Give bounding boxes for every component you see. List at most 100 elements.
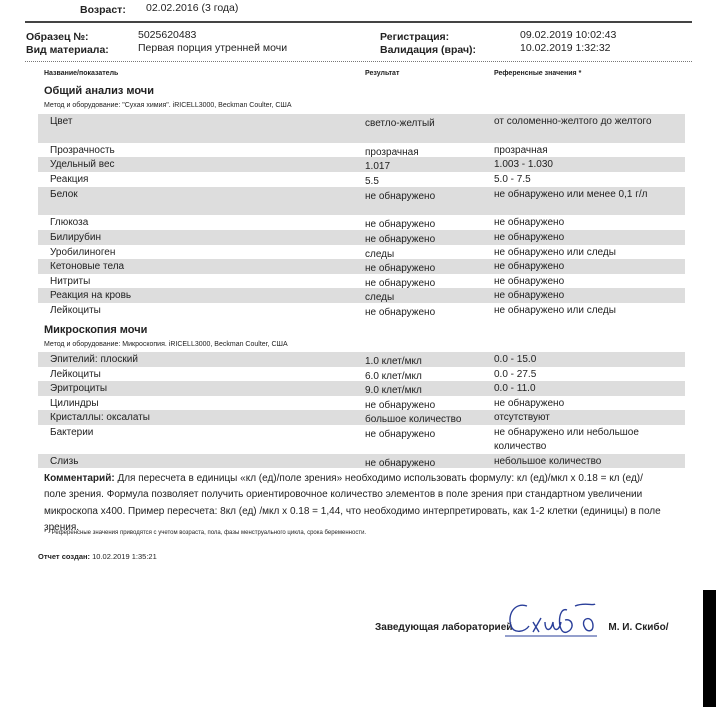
table-row: Эпителий: плоский 1.0 клет/мкл 0.0 - 15.0 — [38, 352, 685, 367]
parameter-name: Цилиндры — [50, 397, 99, 409]
result-value: 5.5 — [365, 175, 379, 187]
results-table-general: Цвет светло-желтый от соломенно-желтого до… — [38, 114, 685, 318]
footnote: * - Референсные значения приводятся с уч… — [44, 530, 367, 536]
reference-value: 1.003 - 1.030 — [494, 159, 553, 171]
result-value: большое количество — [365, 414, 462, 426]
result-value: прозрачная — [365, 146, 419, 158]
table-row: Эритроциты 9.0 клет/мкл 0.0 - 11.0 — [38, 381, 685, 396]
signature-label: Заведующая лабораторией — [375, 622, 513, 633]
table-row: Кетоновые тела не обнаружено не обнаружено — [38, 259, 685, 274]
reference-value: не обнаружено — [494, 217, 565, 229]
age-value: 02.02.2016 (3 года) — [146, 2, 239, 14]
reference-value: 0.0 - 27.5 — [494, 368, 537, 380]
table-row: Реакция 5.5 5.0 - 7.5 — [38, 172, 685, 187]
section-title: Общий анализ мочи — [44, 85, 154, 97]
column-header-reference: Референсные значения * — [494, 70, 582, 77]
result-value: не обнаружено — [365, 190, 436, 202]
comment-label: Комментарий: — [44, 473, 115, 484]
reference-value: от соломенно-желтого до желтого — [494, 116, 652, 127]
reference-value: не обнаружено или небольшое количество — [494, 426, 639, 452]
sample-number-value: 5025620483 — [138, 29, 197, 41]
parameter-name: Уробилиноген — [50, 246, 116, 258]
section-method: Метод и оборудование: Микроскопия. iRICE… — [44, 341, 288, 348]
result-value: 6.0 клет/мкл — [365, 370, 422, 382]
result-value: не обнаружено — [365, 263, 436, 275]
parameter-name: Слизь — [50, 455, 79, 467]
result-value: не обнаружено — [365, 233, 436, 245]
registration-label: Регистрация: — [380, 31, 450, 43]
column-header-result: Результат — [365, 70, 400, 77]
parameter-name: Лейкоциты — [50, 304, 101, 316]
result-value: не обнаружено — [365, 428, 436, 440]
table-row: Лейкоциты 6.0 клет/мкл 0.0 - 27.5 — [38, 367, 685, 382]
result-value: 1.0 клет/мкл — [365, 356, 422, 367]
results-table-microscopy: Эпителий: плоский 1.0 клет/мкл 0.0 - 15.0 Л… — [38, 352, 685, 469]
dotted-divider — [25, 61, 692, 62]
comment-text: Для пересчета в единицы «кл (ед)/поле зр… — [44, 473, 661, 533]
reference-value: 0.0 - 15.0 — [494, 354, 537, 365]
table-row: Белок не обнаружено не обнаружено или мене… — [38, 186, 685, 216]
result-value: не обнаружено — [365, 306, 436, 318]
parameter-name: Нитриты — [50, 275, 91, 287]
section-title: Микроскопия мочи — [44, 324, 148, 336]
result-value: 9.0 клет/мкл — [365, 385, 422, 397]
reference-value: не обнаружено или следы — [494, 304, 616, 316]
report-created: Отчет создан: 10.02.2019 1:35:21 — [38, 552, 157, 561]
parameter-name: Удельный вес — [50, 159, 115, 171]
parameter-name: Реакция на кровь — [50, 290, 132, 302]
handwritten-signature — [505, 603, 597, 637]
validation-value: 10.02.2019 1:32:32 — [520, 42, 611, 54]
result-value: светло-желтый — [365, 118, 435, 129]
created-label: Отчет создан: — [38, 552, 91, 561]
registration-value: 09.02.2019 10:02:43 — [520, 29, 617, 41]
reference-value: прозрачная — [494, 144, 548, 156]
material-value: Первая порция утренней мочи — [138, 42, 288, 54]
table-row: Билирубин не обнаружено не обнаружено — [38, 229, 685, 245]
column-header-name: Название/показатель — [44, 70, 119, 77]
parameter-name: Цвет — [50, 116, 73, 127]
parameter-name: Белок — [50, 188, 78, 200]
reference-value: не обнаружено — [494, 290, 565, 302]
table-row: Цилиндры не обнаружено не обнаружено — [38, 396, 685, 411]
table-row: Удельный вес 1.017 1.003 - 1.030 — [38, 157, 685, 172]
table-row: Кристаллы: оксалаты большое количество отс… — [38, 410, 685, 425]
parameter-name: Лейкоциты — [50, 368, 101, 380]
parameter-name: Глюкоза — [50, 217, 89, 229]
table-row: Бактерии не обнаружено не обнаружено или н… — [38, 425, 685, 454]
table-row: Нитриты не обнаружено не обнаружено — [38, 274, 685, 289]
result-value: не обнаружено — [365, 219, 436, 231]
table-row: Лейкоциты не обнаружено не обнаружено или … — [38, 303, 685, 318]
parameter-name: Билирубин — [50, 231, 101, 243]
reference-value: не обнаружено — [494, 231, 565, 243]
table-row: Цвет светло-желтый от соломенно-желтого до… — [38, 114, 685, 143]
material-label: Вид материала: — [26, 44, 109, 56]
parameter-name: Кристаллы: оксалаты — [50, 412, 150, 424]
parameter-name: Прозрачность — [50, 144, 115, 156]
reference-value: 0.0 - 11.0 — [494, 383, 536, 395]
signature-name: М. И. Скибо/ — [608, 622, 669, 633]
reference-value: не обнаружено — [494, 261, 565, 273]
table-row: Глюкоза не обнаружено не обнаружено — [38, 215, 685, 230]
validation-label: Валидация (врач): — [380, 44, 477, 56]
parameter-name: Реакция — [50, 173, 89, 185]
reference-value: не обнаружено — [494, 275, 565, 287]
created-value: 10.02.2019 1:35:21 — [90, 552, 157, 561]
table-row: Уробилиноген следы не обнаружено или следы — [38, 245, 685, 260]
table-row: Слизь не обнаружено небольшое количество — [38, 453, 685, 469]
divider — [25, 21, 692, 23]
parameter-name: Эритроциты — [50, 383, 108, 395]
sample-number-label: Образец №: — [26, 31, 89, 43]
comment: Комментарий: Для пересчета в единицы «кл… — [44, 471, 664, 536]
reference-value: не обнаружено или менее 0,1 г/л — [494, 188, 648, 200]
result-value: следы — [365, 248, 395, 260]
result-value: 1.017 — [365, 161, 391, 173]
result-value: не обнаружено — [365, 399, 436, 411]
scan-edge — [703, 590, 716, 707]
reference-value: 5.0 - 7.5 — [494, 173, 531, 185]
result-value: следы — [365, 292, 395, 304]
parameter-name: Кетоновые тела — [50, 261, 125, 273]
result-value: не обнаружено — [365, 277, 436, 289]
reference-value: не обнаружено или следы — [494, 246, 616, 258]
result-value: не обнаружено — [365, 457, 436, 469]
